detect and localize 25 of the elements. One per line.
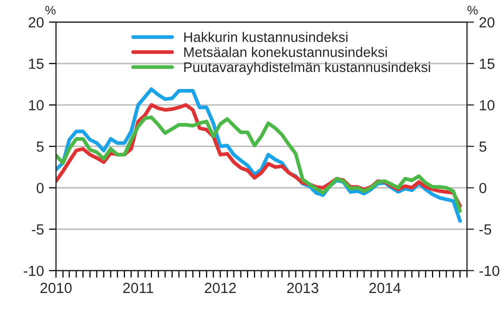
- y2-tick-label: -5: [479, 224, 492, 235]
- y-tick-label: 5: [36, 142, 44, 152]
- x-tick-label: 2013: [287, 282, 318, 294]
- x-tick-label: 2012: [204, 282, 236, 294]
- line-series: [56, 116, 462, 213]
- y2-tick-label: -10: [479, 266, 500, 276]
- legend-label: Metsäalan konekustannusindeksi: [184, 46, 387, 58]
- y-tick-label: -5: [32, 224, 44, 235]
- y-tick-label: 15: [29, 58, 44, 69]
- x-tick-label: 2014: [369, 282, 401, 294]
- y2-tick-label: 0: [479, 182, 486, 194]
- legend-label: Hakkurin kustannusindeksi: [184, 32, 348, 42]
- y-tick-label: 10: [29, 100, 44, 110]
- x-tick-label: 2011: [123, 282, 154, 294]
- y2-tick-label: 15: [480, 58, 494, 69]
- y2-tick-label: 5: [479, 142, 486, 152]
- y-axis-title: %: [45, 6, 56, 15]
- y-tick-label: -10: [24, 266, 44, 276]
- x-tick-label: 2010: [40, 282, 72, 294]
- y-tick-label: 0: [36, 182, 44, 194]
- y2-tick-label: 20: [480, 17, 494, 28]
- y2-axis-title: %: [467, 6, 478, 15]
- y-tick-label: 20: [28, 17, 44, 28]
- y2-tick-label: 10: [480, 100, 494, 110]
- legend-label: Puutavarayhdistelmän kustannusindeksi: [184, 62, 430, 75]
